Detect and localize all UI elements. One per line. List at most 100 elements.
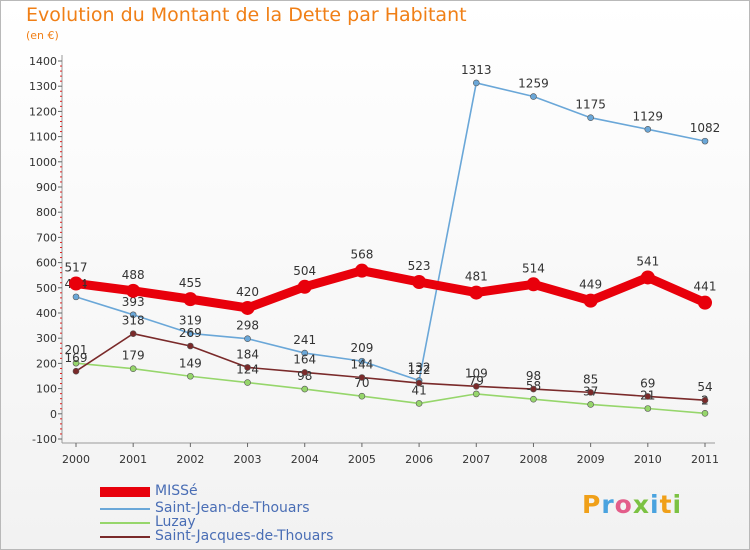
data-label: 455 xyxy=(179,276,202,290)
data-label: 1129 xyxy=(633,109,664,123)
data-point xyxy=(530,395,537,403)
x-tick-label: 2006 xyxy=(405,453,433,466)
x-tick-label: 2008 xyxy=(519,453,547,466)
data-point xyxy=(701,409,709,417)
data-point xyxy=(126,283,141,298)
logo-letter: i xyxy=(650,490,660,519)
data-point xyxy=(701,137,709,145)
data-point xyxy=(469,285,484,300)
x-tick-label: 2007 xyxy=(462,453,490,466)
data-point xyxy=(472,79,480,87)
data-label: 109 xyxy=(465,366,488,380)
data-label: 144 xyxy=(350,358,373,372)
data-label: 98 xyxy=(526,369,541,383)
y-tick-label: 1300 xyxy=(29,80,57,93)
y-tick-label: 1200 xyxy=(29,105,57,118)
x-tick-label: 2002 xyxy=(176,453,204,466)
data-label: 41 xyxy=(411,383,426,397)
data-point xyxy=(187,372,194,380)
data-point xyxy=(129,311,137,319)
y-tick-label: 500 xyxy=(36,282,57,295)
data-point xyxy=(301,349,309,357)
data-label: 269 xyxy=(179,326,202,340)
x-tick-label: 2004 xyxy=(291,453,319,466)
data-point xyxy=(240,300,255,315)
data-label: 488 xyxy=(122,268,145,282)
data-label: 504 xyxy=(293,264,316,278)
data-point xyxy=(644,125,652,133)
data-point xyxy=(358,392,366,400)
data-point xyxy=(69,276,83,291)
data-label: 420 xyxy=(236,285,259,299)
data-label: 209 xyxy=(350,341,373,355)
data-label: 169 xyxy=(65,351,88,365)
legend-label-misse: MISSé xyxy=(155,483,198,499)
chart-subtitle: (en €) xyxy=(26,29,59,42)
logo-letter: t xyxy=(659,490,673,519)
data-point xyxy=(72,367,80,375)
data-point xyxy=(530,93,537,100)
data-label: 149 xyxy=(179,356,202,370)
data-point xyxy=(301,385,309,393)
chart-title: Evolution du Montant de la Dette par Hab… xyxy=(26,4,467,26)
data-label: 201 xyxy=(65,343,88,357)
x-tick-label: 2009 xyxy=(577,453,605,466)
data-point xyxy=(244,379,251,386)
data-point xyxy=(187,330,194,337)
x-tick-label: 2001 xyxy=(119,453,147,466)
data-label: 98 xyxy=(297,369,312,383)
data-label: 517 xyxy=(65,261,88,275)
data-point xyxy=(72,359,80,367)
data-point xyxy=(530,385,537,393)
data-point xyxy=(583,293,598,308)
series-line-3 xyxy=(75,332,706,401)
series-line-0 xyxy=(75,266,707,313)
data-point xyxy=(644,393,652,400)
y-tick-label: 1400 xyxy=(29,55,57,68)
data-label: 298 xyxy=(236,319,259,333)
logo-letter: i xyxy=(672,490,683,519)
legend-swatch-1 xyxy=(100,508,150,510)
x-tick-label: 2005 xyxy=(348,453,376,466)
data-label: 523 xyxy=(408,259,431,273)
data-label: 85 xyxy=(583,372,598,386)
data-point xyxy=(187,342,194,350)
legend-swatch-0 xyxy=(100,487,150,497)
series-line-1 xyxy=(75,82,706,382)
data-label: 122 xyxy=(408,363,431,377)
y-tick-label: 200 xyxy=(36,357,57,370)
data-label: 241 xyxy=(293,333,316,347)
data-point xyxy=(244,364,251,371)
data-point xyxy=(412,275,427,290)
data-point xyxy=(72,293,80,301)
data-point xyxy=(415,379,423,387)
data-point xyxy=(587,401,594,408)
data-point xyxy=(587,389,594,396)
series-line-2 xyxy=(75,362,706,415)
data-label: 481 xyxy=(465,270,488,284)
data-point xyxy=(587,114,594,121)
legend-swatch-3 xyxy=(100,536,150,538)
x-tick-label: 2011 xyxy=(691,453,719,466)
data-point xyxy=(698,295,712,310)
x-tick-label: 2003 xyxy=(234,453,262,466)
logo-letter: r xyxy=(601,490,615,519)
data-point xyxy=(297,279,312,294)
y-tick-label: 600 xyxy=(36,257,57,270)
data-label: 541 xyxy=(636,254,659,268)
y-tick-label: 100 xyxy=(36,383,57,396)
y-tick-label: 900 xyxy=(36,181,57,194)
data-point xyxy=(129,330,137,337)
y-tick-label: 0 xyxy=(50,408,57,421)
data-point xyxy=(358,357,366,365)
data-point xyxy=(701,396,709,404)
data-label: 79 xyxy=(469,374,484,388)
data-label: 164 xyxy=(293,352,316,366)
proxiti-logo: Proxiti xyxy=(582,490,682,519)
data-point xyxy=(301,369,309,376)
data-label: 319 xyxy=(179,313,202,327)
data-label: 184 xyxy=(236,347,259,361)
data-label: 393 xyxy=(122,295,145,309)
data-label: 568 xyxy=(350,248,373,262)
